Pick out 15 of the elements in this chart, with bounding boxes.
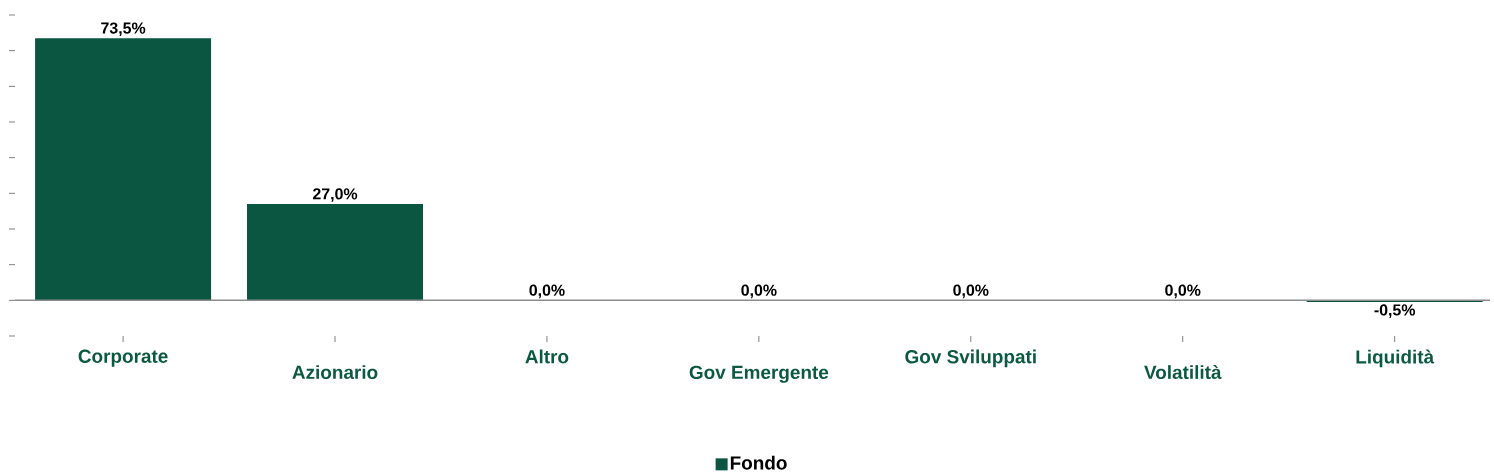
data-label: 73,5%	[101, 22, 146, 37]
data-label: 27,0%	[312, 188, 358, 202]
x-tick-label: Liquidità	[1356, 349, 1435, 368]
legend-label: Fondo	[730, 455, 787, 470]
x-tick-label: Azionario	[292, 365, 378, 380]
x-tick-label: Gov Sviluppati	[905, 349, 1036, 368]
x-tick-label: Altro	[525, 349, 569, 364]
data-label: -0,5%	[1374, 304, 1416, 318]
data-label: 0,0%	[1165, 284, 1201, 299]
data-label: 0,0%	[741, 284, 777, 299]
x-tick-label: Volatilità	[1144, 365, 1222, 380]
data-label: 0,0%	[953, 284, 989, 299]
x-tick-label: Corporate	[78, 349, 168, 367]
data-label: 0,0%	[529, 284, 565, 299]
x-tick-label: Gov Emergente	[689, 365, 829, 383]
